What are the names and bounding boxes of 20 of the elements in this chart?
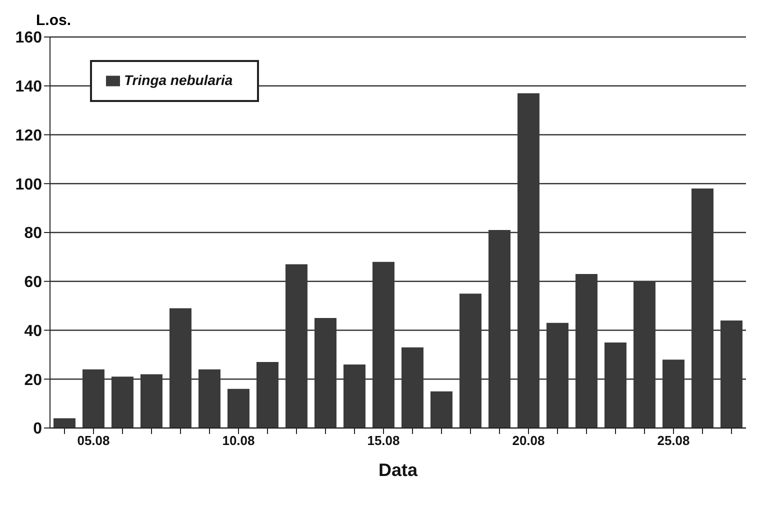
y-tick-label: 140 bbox=[15, 78, 42, 96]
x-tick-label: 15.08 bbox=[367, 433, 400, 448]
y-tick-label: 100 bbox=[15, 176, 42, 194]
x-tick-label: 25.08 bbox=[657, 433, 690, 448]
y-tick-label: 0 bbox=[33, 420, 42, 438]
x-tick-label: 10.08 bbox=[222, 433, 255, 448]
y-axis-title: L.os. bbox=[36, 12, 72, 29]
y-tick-label: 60 bbox=[24, 274, 42, 292]
y-tick-label: 160 bbox=[15, 30, 42, 47]
x-axis-title: Data bbox=[378, 460, 418, 480]
legend-label: Tringa nebularia bbox=[124, 72, 233, 88]
bar bbox=[430, 391, 452, 428]
bar bbox=[227, 388, 250, 428]
y-tick-label: 40 bbox=[24, 322, 42, 340]
y-tick-label: 120 bbox=[15, 127, 42, 144]
bar bbox=[53, 418, 76, 428]
x-tick-label: 05.08 bbox=[77, 433, 110, 448]
y-tick-label: 20 bbox=[24, 372, 42, 389]
x-tick-label: 20.08 bbox=[512, 433, 545, 448]
y-tick-label: 80 bbox=[24, 225, 42, 242]
